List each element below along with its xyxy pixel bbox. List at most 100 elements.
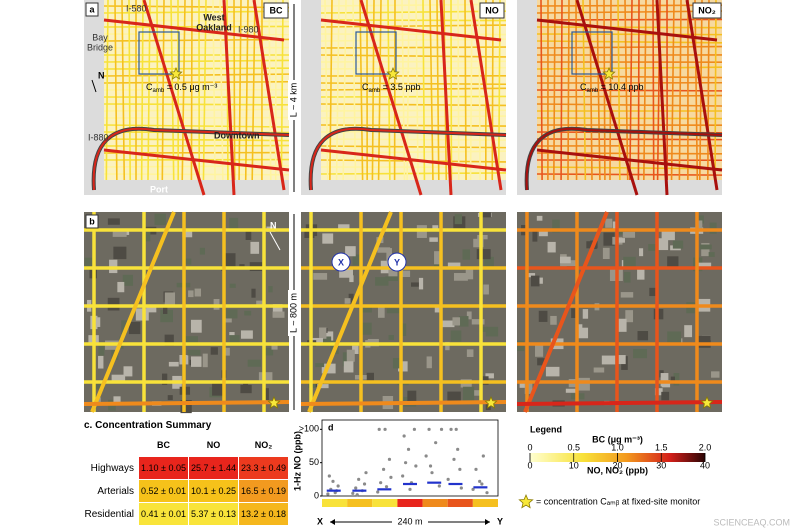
building xyxy=(559,256,571,264)
data-point xyxy=(439,427,444,431)
street xyxy=(320,109,507,112)
monitor-star xyxy=(518,493,534,509)
building xyxy=(229,335,240,344)
building xyxy=(222,253,236,267)
building xyxy=(447,262,461,267)
y-tick-label: 50 xyxy=(309,457,319,467)
building xyxy=(188,290,194,298)
street xyxy=(103,38,290,42)
street xyxy=(596,0,601,181)
building xyxy=(271,344,278,350)
building xyxy=(84,257,93,270)
building xyxy=(123,366,133,377)
data-point xyxy=(412,427,416,431)
street xyxy=(121,0,126,181)
street xyxy=(536,33,723,36)
building xyxy=(143,229,151,242)
street xyxy=(268,0,272,181)
street xyxy=(589,0,593,181)
building xyxy=(470,390,481,396)
building xyxy=(349,275,354,283)
street xyxy=(670,0,675,181)
pollutant-label: NO₂ xyxy=(698,5,716,15)
x-span-label: 240 m xyxy=(397,516,422,526)
data-point xyxy=(456,447,460,451)
chart: d 1-Hz NO (ppb) 0 50 >100 X Y 240 m xyxy=(292,419,503,528)
building xyxy=(484,256,494,267)
building xyxy=(463,386,475,401)
street xyxy=(103,10,290,14)
building xyxy=(194,288,202,297)
building xyxy=(315,363,325,368)
data-point xyxy=(427,427,431,431)
road xyxy=(300,400,507,406)
building xyxy=(605,218,613,228)
building xyxy=(111,374,126,382)
building xyxy=(319,327,327,339)
camb-label: Camb = 0.5 μg m⁻³ xyxy=(146,82,217,93)
building xyxy=(699,244,712,250)
street xyxy=(140,0,144,181)
building xyxy=(637,267,645,280)
building xyxy=(322,233,334,244)
monitor-star xyxy=(169,66,183,80)
data-point xyxy=(389,475,393,479)
pollutant-box xyxy=(479,2,505,19)
building xyxy=(528,273,536,278)
point-label: Y xyxy=(394,257,400,267)
road-color-strip xyxy=(472,499,498,507)
street xyxy=(161,0,165,181)
street xyxy=(469,0,473,181)
building xyxy=(577,324,583,338)
data-point xyxy=(351,491,355,495)
street xyxy=(652,0,655,181)
building xyxy=(452,317,461,326)
building xyxy=(538,310,548,322)
building xyxy=(667,256,679,270)
street xyxy=(320,10,507,14)
street xyxy=(575,0,578,181)
building xyxy=(624,271,631,283)
table-header: BC NO NO₂ xyxy=(84,434,289,457)
building xyxy=(471,319,485,325)
building xyxy=(339,269,354,278)
street xyxy=(436,0,440,181)
street xyxy=(464,0,467,181)
north-arrow xyxy=(91,79,97,93)
building xyxy=(552,219,560,233)
data-point xyxy=(424,454,428,458)
building xyxy=(530,275,540,287)
data-point xyxy=(474,467,478,471)
pollutant-box xyxy=(263,2,289,19)
building xyxy=(426,356,432,369)
building xyxy=(485,326,499,337)
building xyxy=(708,252,715,257)
building xyxy=(386,308,401,314)
street xyxy=(377,0,382,181)
highway xyxy=(103,18,285,42)
building xyxy=(224,318,232,323)
street xyxy=(536,10,723,14)
road xyxy=(523,211,609,413)
table-cell: 0.41 ± 0.01 xyxy=(138,502,189,526)
street xyxy=(212,0,216,181)
building xyxy=(312,337,323,344)
table-cell: 0.52 ± 0.01 xyxy=(138,479,189,503)
building xyxy=(547,241,556,253)
building xyxy=(654,388,663,396)
street xyxy=(233,0,236,181)
building xyxy=(535,345,544,357)
street xyxy=(320,103,507,107)
building xyxy=(247,359,262,367)
building xyxy=(377,305,385,318)
header-cell: BC xyxy=(157,440,170,450)
street xyxy=(320,145,507,149)
data-point xyxy=(355,493,359,497)
building xyxy=(479,326,488,332)
highway xyxy=(525,127,723,191)
building xyxy=(582,309,589,319)
street xyxy=(609,0,612,181)
north-label: N xyxy=(98,70,105,80)
street xyxy=(320,95,507,98)
street xyxy=(553,0,556,181)
